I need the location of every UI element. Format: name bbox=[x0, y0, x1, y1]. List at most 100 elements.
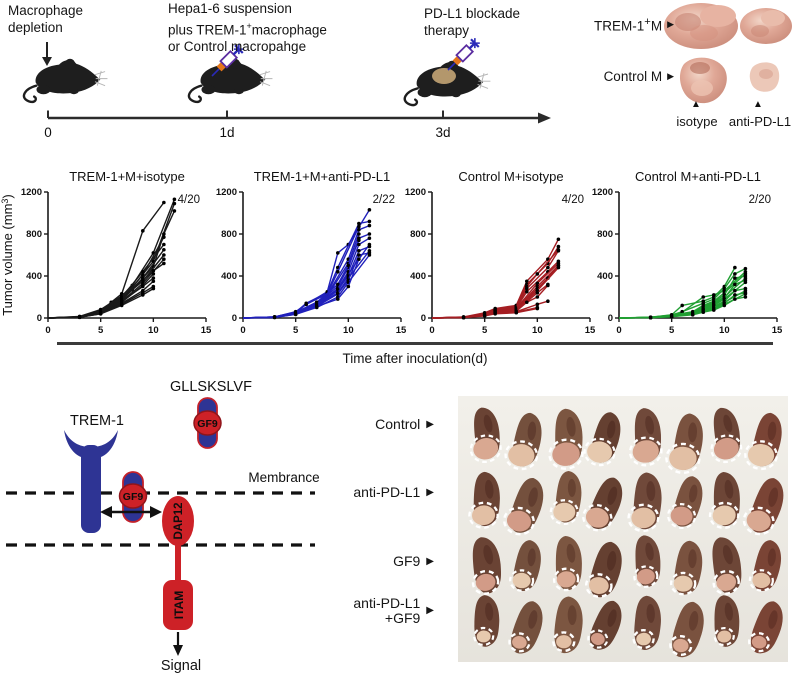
chart-annotation: 2/20 bbox=[749, 194, 771, 206]
liver-specimen bbox=[548, 408, 584, 470]
tumor-outline-dashed bbox=[708, 501, 740, 530]
data-point bbox=[556, 237, 561, 242]
tumor-region bbox=[588, 577, 609, 594]
liver-specimen bbox=[584, 541, 622, 598]
tumor-region bbox=[636, 632, 651, 646]
tumor-outline-dashed bbox=[548, 438, 584, 470]
tumor-region bbox=[556, 635, 572, 649]
data-point bbox=[162, 242, 166, 247]
liver-specimen bbox=[473, 595, 500, 647]
data-point bbox=[535, 295, 540, 299]
data-point bbox=[712, 308, 716, 312]
data-point bbox=[162, 232, 166, 236]
step3-label: PD-L1 blockade therapy bbox=[424, 6, 521, 38]
x-tick-label: 0 bbox=[45, 325, 50, 336]
tumor-region bbox=[717, 630, 732, 643]
tumor-photo-control-isotype bbox=[679, 57, 727, 104]
data-point bbox=[546, 265, 550, 270]
data-point bbox=[482, 314, 487, 318]
step1-label: Macrophage depletion bbox=[8, 3, 84, 35]
tumor-region bbox=[751, 635, 767, 649]
liver-specimen bbox=[509, 540, 541, 592]
y-tick-label: 1200 bbox=[405, 187, 426, 198]
data-point bbox=[733, 297, 737, 301]
tumor-col-label-isotype: isotype bbox=[676, 114, 718, 129]
tumor-region bbox=[636, 568, 655, 585]
data-point bbox=[701, 310, 706, 315]
liver-row-label-antipdl1: anti-PD-L1 ▶ bbox=[353, 484, 434, 500]
y-tick-label: 0 bbox=[421, 313, 426, 324]
liver-specimen bbox=[708, 472, 740, 530]
data-point bbox=[151, 286, 156, 291]
data-point bbox=[733, 282, 737, 287]
x-tick-label: 0 bbox=[240, 325, 245, 336]
data-point bbox=[151, 279, 156, 284]
data-point bbox=[556, 244, 561, 249]
chart-title: TREM-1+M+isotype bbox=[69, 169, 185, 184]
tumor-outline-dashed bbox=[583, 437, 616, 467]
tumor-outline-dashed bbox=[471, 569, 500, 595]
liver-specimen bbox=[587, 600, 622, 650]
data-point bbox=[733, 276, 737, 280]
tumor-region bbox=[631, 507, 656, 529]
tumor-region bbox=[670, 506, 693, 526]
data-point bbox=[162, 235, 166, 239]
timeline-label-3d: 3d bbox=[435, 125, 450, 140]
data-point bbox=[151, 268, 156, 273]
data-point bbox=[357, 221, 361, 226]
tumor-region bbox=[508, 444, 535, 467]
tumor-outline-dashed bbox=[469, 434, 502, 464]
data-point bbox=[336, 282, 340, 287]
data-point bbox=[535, 306, 540, 311]
right-triangle-icon: ▶ bbox=[667, 19, 674, 30]
data-point bbox=[151, 272, 156, 276]
x-tick-label: 10 bbox=[532, 325, 543, 336]
y-tick-label: 1200 bbox=[21, 187, 42, 198]
right-triangle-icon: ▶ bbox=[426, 418, 434, 430]
dap12-itam-connector bbox=[175, 544, 181, 582]
data-point bbox=[141, 278, 145, 282]
data-point bbox=[648, 315, 653, 320]
liver-specimen bbox=[748, 540, 782, 592]
right-triangle-icon: ▶ bbox=[426, 555, 434, 567]
data-point bbox=[733, 293, 737, 297]
data-point bbox=[690, 313, 695, 317]
data-point bbox=[304, 302, 308, 307]
x-tick-label: 10 bbox=[343, 325, 354, 336]
data-point bbox=[98, 312, 103, 316]
data-point bbox=[525, 279, 529, 284]
data-point bbox=[367, 244, 372, 249]
liver-specimen bbox=[502, 478, 544, 536]
tumor-region bbox=[746, 510, 771, 532]
growth-curve bbox=[47, 202, 165, 319]
y-axis-label: Tumor volume (mm3) bbox=[0, 194, 15, 316]
tumor-region bbox=[713, 437, 739, 460]
timeline-arrowhead bbox=[538, 112, 551, 124]
tumor-region bbox=[472, 505, 496, 526]
timeline-label-0: 0 bbox=[44, 125, 52, 140]
y-tick-label: 800 bbox=[410, 229, 426, 240]
data-point bbox=[336, 251, 340, 255]
tumor-outline-dashed bbox=[748, 569, 774, 592]
data-point bbox=[525, 289, 529, 294]
tumor-region bbox=[716, 573, 737, 591]
data-point bbox=[293, 312, 298, 317]
tumor-row-label-control: Control M ▶ bbox=[603, 69, 674, 84]
data-point bbox=[546, 299, 550, 303]
x-tick-label: 10 bbox=[148, 325, 159, 336]
trem1-receptor bbox=[64, 430, 118, 533]
liver-specimen bbox=[744, 412, 782, 471]
growth-curve bbox=[242, 233, 360, 319]
x-tick-label: 0 bbox=[616, 325, 621, 336]
liver-specimen bbox=[549, 471, 582, 526]
data-point bbox=[357, 232, 361, 236]
liver-specimen bbox=[712, 537, 742, 595]
data-point bbox=[357, 242, 361, 247]
liver-specimen bbox=[468, 471, 500, 529]
tumor-photo-trem1-antipdl1 bbox=[740, 8, 792, 44]
liver-specimen bbox=[504, 412, 542, 471]
mouse-icon bbox=[22, 57, 109, 104]
data-point bbox=[119, 303, 124, 308]
right-triangle-icon: ▶ bbox=[426, 605, 434, 616]
